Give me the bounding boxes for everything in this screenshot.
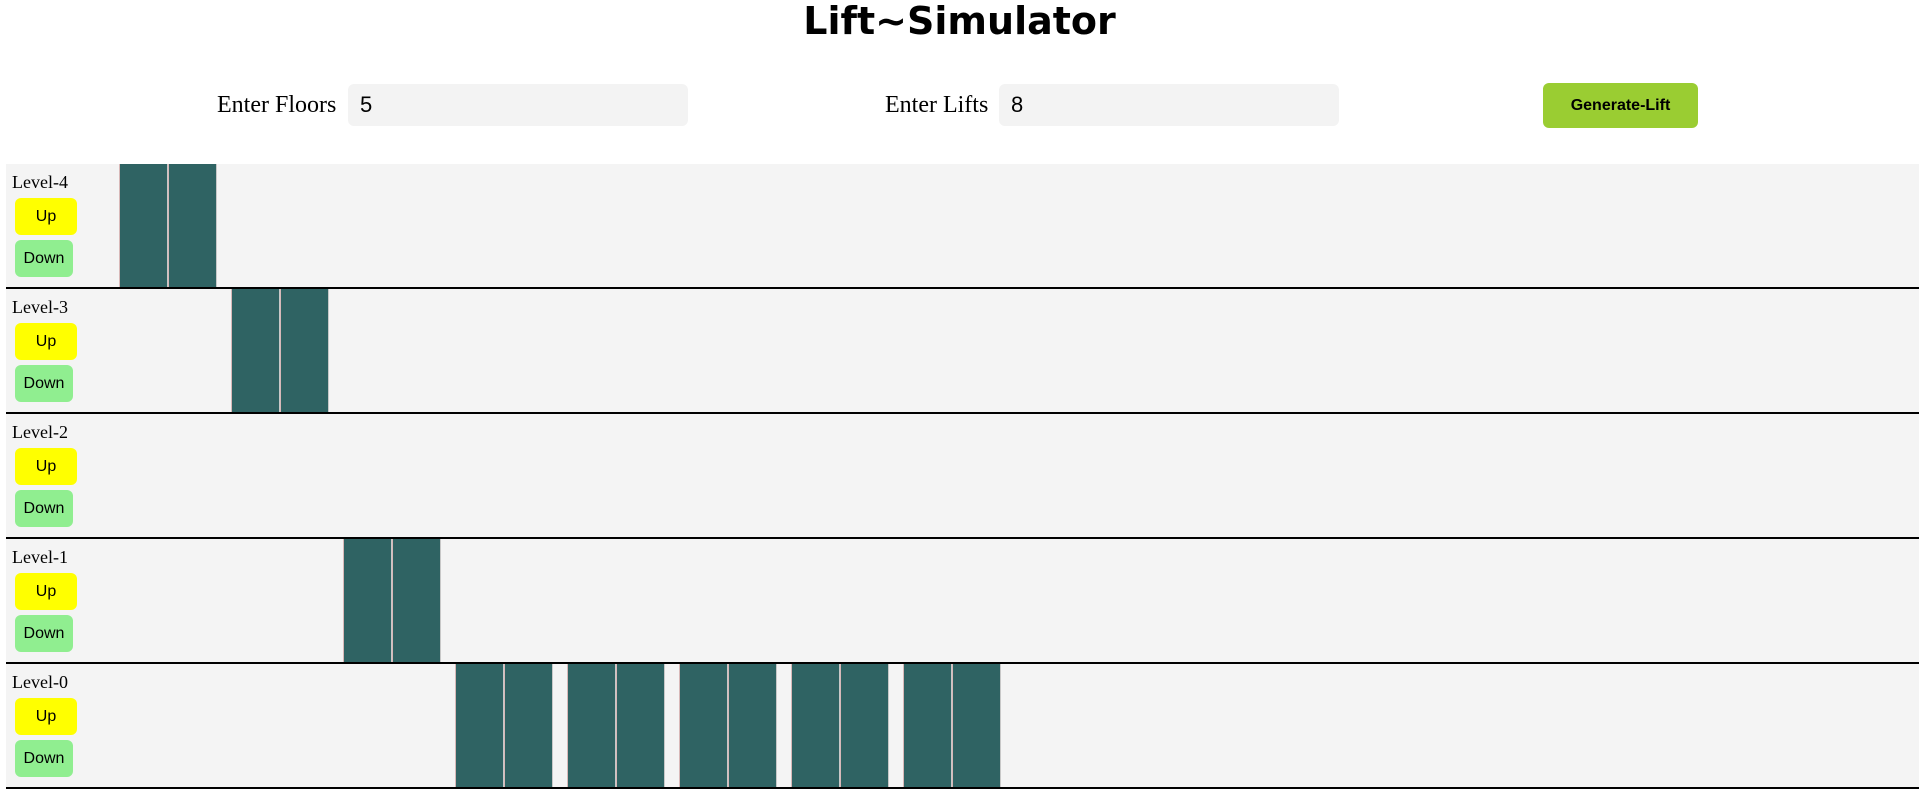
level-label: Level-1 — [12, 547, 68, 567]
right-door — [280, 289, 329, 412]
down-button[interactable]: Down — [15, 365, 73, 402]
left-door — [567, 664, 616, 787]
left-door — [343, 539, 392, 662]
right-door — [840, 664, 889, 787]
lift — [231, 289, 329, 412]
lift — [343, 539, 441, 662]
lift — [903, 664, 1001, 787]
left-door — [903, 664, 952, 787]
up-button[interactable]: Up — [15, 573, 77, 610]
down-button[interactable]: Down — [15, 615, 73, 652]
lift — [791, 664, 889, 787]
left-door — [455, 664, 504, 787]
level-label: Level-0 — [12, 672, 68, 692]
floor-level-1: Level-1 Up Down — [6, 539, 1919, 664]
floors-input[interactable] — [348, 84, 688, 126]
left-door — [791, 664, 840, 787]
up-button[interactable]: Up — [15, 698, 77, 735]
left-door — [679, 664, 728, 787]
right-door — [168, 164, 217, 287]
right-door — [952, 664, 1001, 787]
right-door — [504, 664, 553, 787]
generate-lift-button[interactable]: Generate-Lift — [1543, 83, 1698, 128]
up-button[interactable]: Up — [15, 448, 77, 485]
level-label: Level-3 — [12, 297, 68, 317]
floor-level-2: Level-2 Up Down — [6, 414, 1919, 539]
left-door — [119, 164, 168, 287]
down-button[interactable]: Down — [15, 240, 73, 277]
right-door — [728, 664, 777, 787]
floors-label: Enter Floors — [217, 92, 337, 118]
building: Level-4 Up Down Level-3 Up Down Level-2 … — [6, 164, 1919, 789]
lift — [567, 664, 665, 787]
right-door — [392, 539, 441, 662]
level-label: Level-2 — [12, 422, 68, 442]
lift — [679, 664, 777, 787]
up-button[interactable]: Up — [15, 323, 77, 360]
lifts-input[interactable] — [999, 84, 1339, 126]
right-door — [616, 664, 665, 787]
page-title: Lift~Simulator — [803, 0, 1116, 43]
down-button[interactable]: Down — [15, 490, 73, 527]
lift — [455, 664, 553, 787]
up-button[interactable]: Up — [15, 198, 77, 235]
level-label: Level-4 — [12, 172, 68, 192]
lift — [119, 164, 217, 287]
lifts-label: Enter Lifts — [885, 92, 989, 118]
down-button[interactable]: Down — [15, 740, 73, 777]
floor-level-4: Level-4 Up Down — [6, 164, 1919, 289]
left-door — [231, 289, 280, 412]
